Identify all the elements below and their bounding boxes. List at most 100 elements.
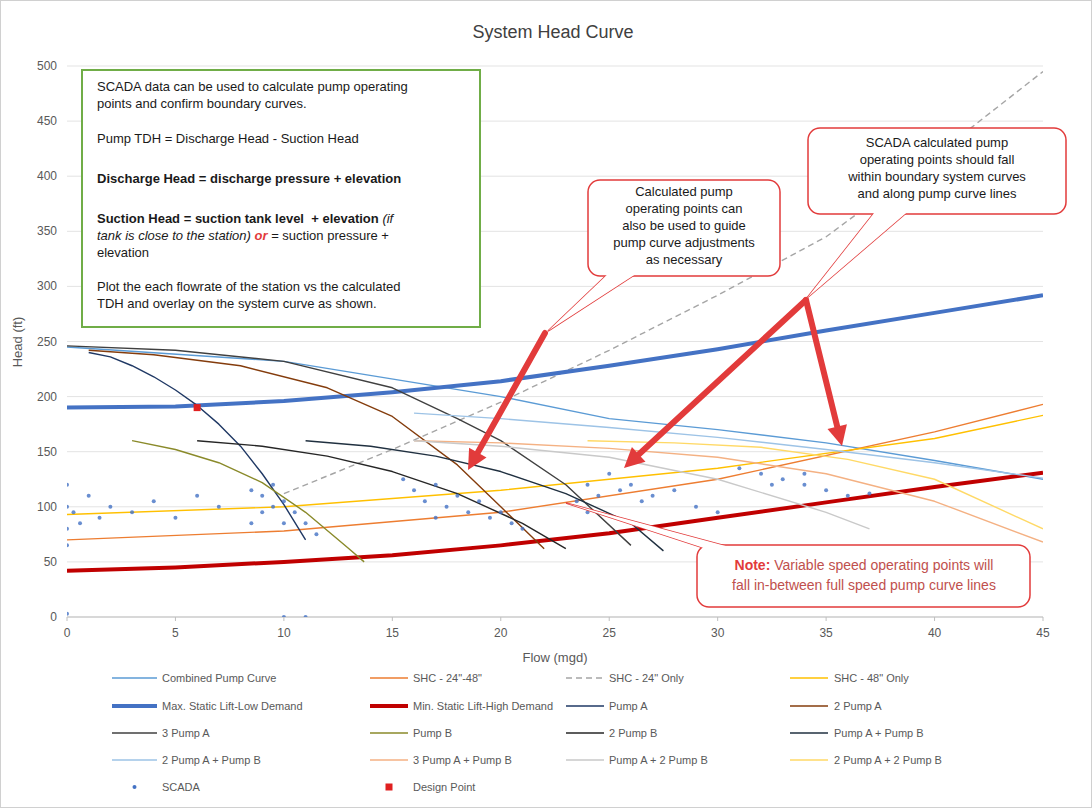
scatter-point [499, 510, 503, 514]
legend-line [566, 759, 604, 760]
scatter-point [802, 483, 806, 487]
scatter-point [72, 510, 76, 514]
scatter-point [520, 527, 524, 531]
info-line: Plot the each flowrate of the station vs… [97, 279, 401, 294]
scatter-point [108, 505, 112, 509]
callout-tail [807, 208, 912, 298]
y-tick-label: 0 [50, 610, 57, 624]
legend-line [370, 732, 408, 733]
legend-line [566, 677, 604, 678]
scatter-point [282, 615, 286, 617]
scatter-point [640, 499, 644, 503]
scatter-point [423, 499, 427, 503]
grid-line [67, 341, 1043, 342]
callout-text: Calculated pump [635, 184, 733, 199]
x-tick-label: 0 [64, 626, 71, 640]
legend-line [112, 704, 157, 708]
y-tick-label: 450 [37, 114, 57, 128]
y-tick-label: 350 [37, 224, 57, 238]
scatter-point [802, 472, 806, 476]
arrow-shaft [639, 300, 806, 454]
callouts: Calculated pumpoperating points canalso … [548, 128, 1066, 607]
info-line: Discharge Head = discharge pressure + el… [97, 171, 401, 186]
x-tick-label: 5 [172, 626, 179, 640]
scatter-point [586, 483, 590, 487]
callout-text: operating points should fall [860, 152, 1015, 167]
scatter-point [672, 488, 676, 492]
scatter-point [607, 472, 611, 476]
info-text: Suction Head = suction tank level + elev… [97, 211, 379, 226]
arrow-head [468, 448, 487, 470]
scatter-point [271, 505, 275, 509]
x-tick [392, 617, 393, 621]
legend-label: SCADA [162, 781, 201, 793]
arrows [468, 300, 847, 470]
legend-label: SHC - 48" Only [834, 672, 909, 684]
info-text: Plot the each flowrate of the station vs… [97, 279, 401, 294]
scatter-point [618, 488, 622, 492]
legend-label: Pump A + 2 Pump B [609, 754, 708, 766]
x-axis-line [67, 617, 1043, 618]
scatter-point [445, 505, 449, 509]
x-tick [175, 617, 176, 621]
legend-line [370, 704, 408, 708]
arrow-shaft [806, 300, 837, 427]
x-tick [717, 617, 718, 621]
grid-line [67, 506, 1043, 507]
scatter-point [293, 510, 297, 514]
info-line: Suction Head = suction tank level + elev… [97, 211, 395, 226]
legend: Combined Pump CurveSHC - 24"-48"SHC - 24… [112, 672, 942, 793]
scatter-point [455, 494, 459, 498]
scatter-point [130, 510, 134, 514]
info-text: TDH and overlay on the system curve as s… [97, 296, 377, 311]
callout-box [808, 128, 1066, 214]
legend-line [112, 732, 157, 733]
scatter-point [67, 483, 69, 487]
y-tick-label: 50 [44, 555, 58, 569]
info-text: elevation [97, 245, 149, 260]
scatter-point [575, 499, 579, 503]
legend-label: Design Point [413, 781, 475, 793]
y-tick-label: 100 [37, 500, 57, 514]
legend-label: Max. Static Lift-Low Demand [162, 700, 303, 712]
x-tick-label: 15 [386, 626, 400, 640]
legend-label: Pump A [609, 700, 648, 712]
x-tick [826, 617, 827, 621]
note-text: Note: [735, 557, 771, 573]
x-tick [609, 617, 610, 621]
legend-label: Min. Static Lift-High Demand [413, 700, 553, 712]
chart: System Head Curve05010015020025030035040… [0, 0, 1092, 808]
info-text: (if [379, 211, 395, 226]
series-line [89, 350, 544, 548]
scatter-point [629, 483, 633, 487]
scatter-point [846, 494, 850, 498]
callout-box [588, 180, 780, 276]
callout-text: pump curve adjustments [613, 235, 755, 250]
x-tick [67, 617, 68, 621]
legend-line [112, 677, 157, 678]
info-box-frame [82, 70, 480, 327]
scatter-point [716, 510, 720, 514]
legend-label: Combined Pump Curve [162, 672, 276, 684]
info-text: = suction pressure + [268, 228, 389, 243]
series-line [67, 347, 1043, 479]
scatter-point [737, 466, 741, 470]
scatter-point [596, 494, 600, 498]
scatter-point [477, 499, 481, 503]
legend-line [566, 705, 604, 706]
x-tick [1043, 617, 1044, 621]
info-line: tank is close to the station) or = sucti… [97, 228, 389, 243]
legend-line [790, 705, 828, 706]
y-tick-label: 300 [37, 279, 57, 293]
note-text: fall in-between full speed pump curve li… [732, 577, 996, 593]
info-text: Discharge Head = discharge pressure + el… [97, 171, 401, 186]
note-line: fall in-between full speed pump curve li… [732, 577, 996, 593]
scatter-point [434, 516, 438, 520]
scatter-point [260, 494, 264, 498]
scatter-point [304, 521, 308, 525]
scatter-point [824, 488, 828, 492]
legend-label: Pump B [413, 727, 452, 739]
x-tick [934, 617, 935, 621]
series-line [414, 441, 1043, 542]
scatter-point [694, 505, 698, 509]
